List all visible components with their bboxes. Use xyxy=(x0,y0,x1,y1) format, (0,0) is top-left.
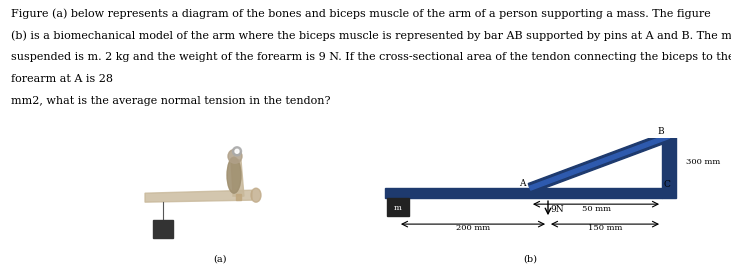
Text: 200 mm: 200 mm xyxy=(456,224,490,232)
Polygon shape xyxy=(529,134,670,190)
Text: C: C xyxy=(664,180,671,189)
Text: 300 mm: 300 mm xyxy=(686,158,720,166)
Ellipse shape xyxy=(251,188,261,202)
Bar xyxy=(662,136,676,198)
Text: mm2, what is the average normal tension in the tendon?: mm2, what is the average normal tension … xyxy=(11,96,330,106)
Polygon shape xyxy=(236,194,241,200)
Ellipse shape xyxy=(227,157,241,193)
Text: forearm at A is 28: forearm at A is 28 xyxy=(11,74,113,84)
Text: 50 mm: 50 mm xyxy=(581,205,610,213)
Text: Figure (a) below represents a diagram of the bones and biceps muscle of the arm : Figure (a) below represents a diagram of… xyxy=(11,8,711,19)
Text: 150 mm: 150 mm xyxy=(588,224,622,232)
Text: m: m xyxy=(394,204,402,212)
Text: 9N: 9N xyxy=(550,205,564,214)
Text: (b): (b) xyxy=(523,255,537,264)
Text: B: B xyxy=(657,127,664,136)
Bar xyxy=(387,198,409,216)
Text: A: A xyxy=(519,179,526,188)
Circle shape xyxy=(232,147,241,156)
Text: (b) is a biomechanical model of the arm where the biceps muscle is represented b: (b) is a biomechanical model of the arm … xyxy=(11,30,731,41)
Text: (a): (a) xyxy=(213,255,227,264)
Polygon shape xyxy=(145,190,252,202)
Polygon shape xyxy=(529,132,671,193)
Bar xyxy=(153,220,173,238)
Bar xyxy=(385,188,662,198)
Polygon shape xyxy=(231,158,244,196)
Circle shape xyxy=(235,149,239,153)
Circle shape xyxy=(228,149,242,163)
Text: suspended is m. 2 kg and the weight of the forearm is 9 N. If the cross-sectiona: suspended is m. 2 kg and the weight of t… xyxy=(11,52,731,62)
